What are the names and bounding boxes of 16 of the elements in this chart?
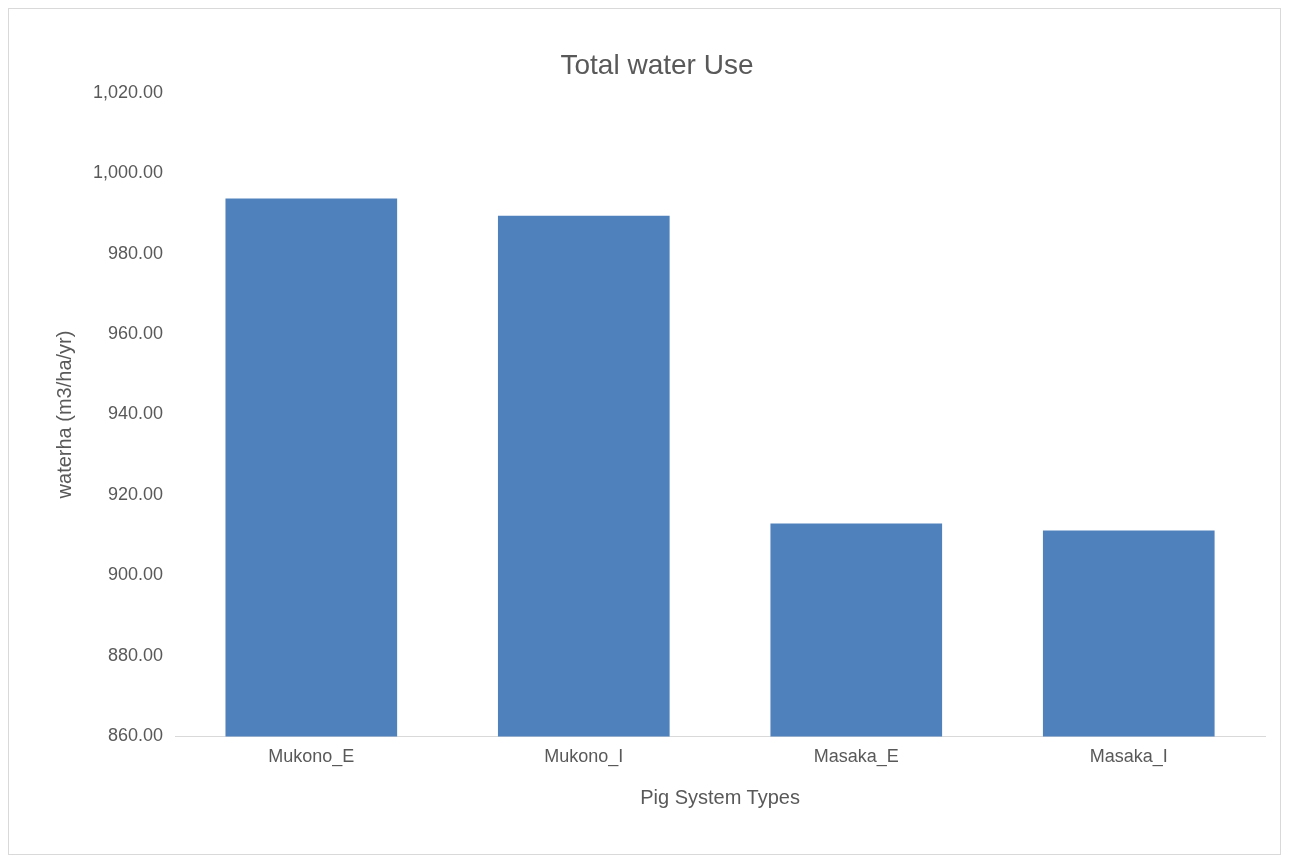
y-tick-label: 1,000.00 <box>92 162 164 183</box>
y-tick-label: 920.00 <box>108 483 164 504</box>
chart-title: Total water Use <box>560 48 754 80</box>
x-tick-label: Mukono_E <box>268 746 355 768</box>
x-tick-label: Masaka_I <box>1089 746 1168 768</box>
y-tick-label: 860.00 <box>108 725 164 746</box>
x-tick-label: Mukono_I <box>544 746 624 768</box>
y-tick-label: 940.00 <box>108 403 164 424</box>
x-axis-title: Pig System Types <box>640 785 800 808</box>
y-tick-label: 980.00 <box>108 242 164 263</box>
y-tick-label: 900.00 <box>108 564 164 585</box>
y-tick-label: 1,020.00 <box>92 81 164 102</box>
y-tick-label: 880.00 <box>108 644 164 665</box>
y-axis-title: waterha (m3/ha/yr) <box>52 330 75 500</box>
x-tick-label: Masaka_E <box>813 746 899 768</box>
y-tick-label: 960.00 <box>108 322 164 343</box>
